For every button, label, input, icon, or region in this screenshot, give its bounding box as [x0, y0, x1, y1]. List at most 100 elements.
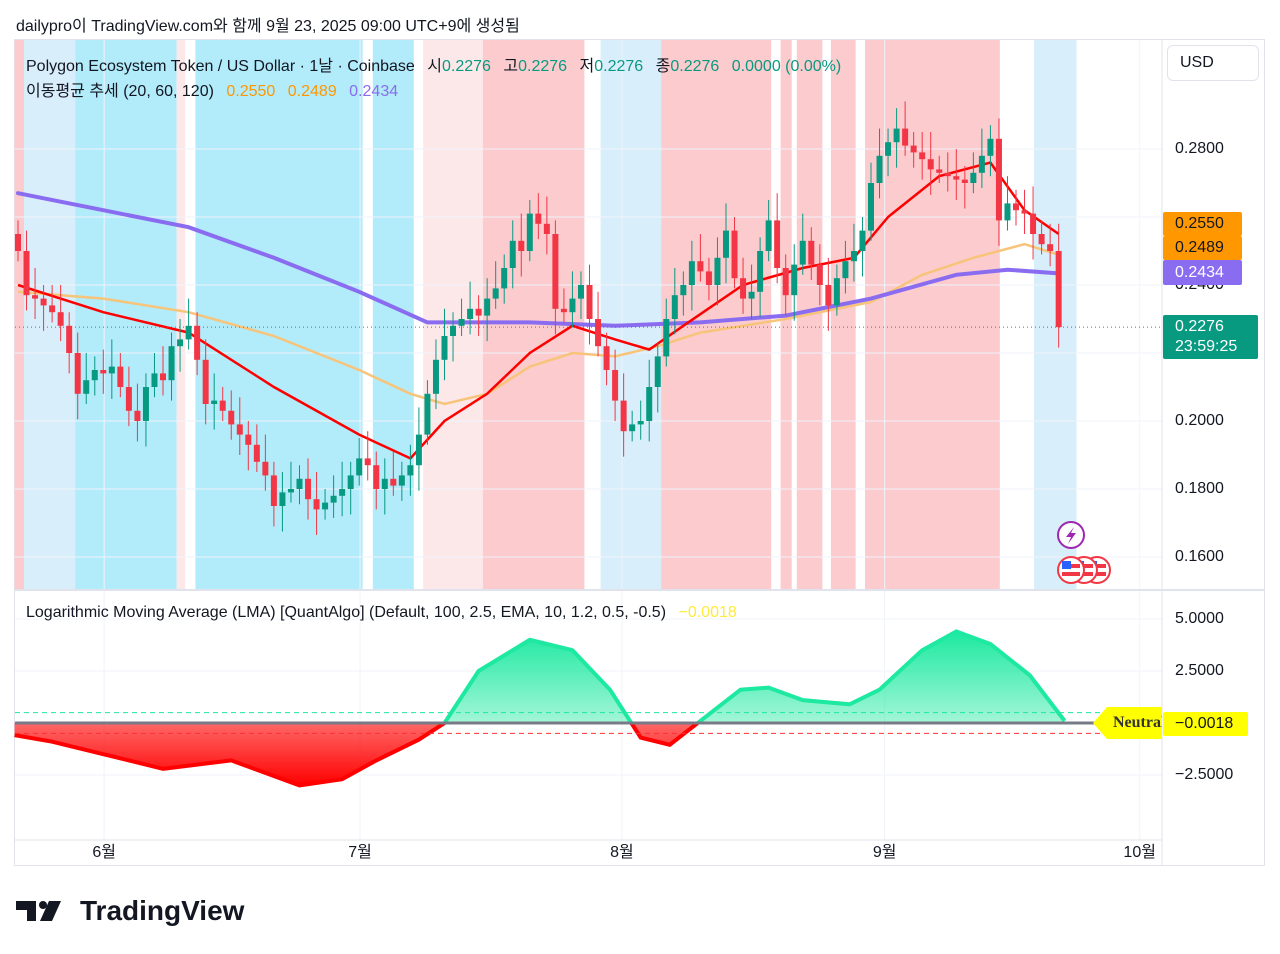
candle: [722, 230, 729, 258]
candle: [791, 264, 798, 296]
ma20-line: [17, 161, 1060, 460]
candle: [151, 373, 158, 387]
candle: [492, 288, 499, 299]
candle: [432, 359, 439, 394]
low-value: 0.2276: [594, 58, 644, 75]
candle: [49, 305, 56, 313]
time-axis-label: 8월: [610, 844, 634, 861]
trend-band: [600, 40, 662, 590]
chart-caption: dailypro이 TradingView.com와 함께 9월 23, 202…: [16, 18, 520, 35]
open-value: 0.2276: [442, 58, 491, 75]
candle: [381, 478, 388, 489]
candle: [748, 291, 755, 299]
symbol-title[interactable]: Polygon Ecosystem Token / US Dollar · 1날…: [26, 58, 415, 75]
candle: [714, 257, 721, 285]
candle: [509, 240, 516, 268]
price-axis-label: 0.2800: [1175, 140, 1224, 157]
candle: [57, 312, 64, 326]
candle: [569, 298, 576, 313]
candle: [15, 234, 21, 251]
candle: [339, 489, 346, 496]
candle: [1038, 234, 1045, 245]
candle: [595, 319, 602, 347]
candle: [270, 475, 277, 506]
symbol-legend: Polygon Ecosystem Token / US Dollar · 1날…: [26, 52, 841, 76]
candle: [501, 268, 508, 289]
candle: [970, 172, 977, 183]
candle: [74, 353, 81, 394]
tradingview-logo[interactable]: TradingView: [16, 895, 244, 927]
candle: [552, 234, 559, 309]
candle: [322, 502, 329, 510]
ma120-price-tag: 0.2434: [1163, 260, 1242, 285]
candle: [66, 325, 73, 353]
trend-band: [865, 40, 1000, 590]
candle: [83, 380, 90, 394]
candle: [91, 370, 98, 381]
candle: [475, 308, 482, 316]
candle: [245, 434, 252, 445]
trend-band: [830, 40, 856, 590]
close-value: 0.2276: [670, 58, 720, 75]
indicator-axis-label: −2.5000: [1175, 766, 1234, 783]
candle: [330, 495, 337, 503]
candle: [32, 295, 39, 299]
candle: [620, 400, 627, 432]
candle: [731, 230, 738, 279]
candle: [236, 424, 243, 435]
us-flag-canton: [1062, 561, 1071, 569]
lma-line-positive: [440, 629, 1067, 723]
candle: [680, 285, 687, 296]
trend-band: [661, 40, 772, 590]
candle: [1013, 203, 1020, 211]
high-label: 고: [503, 58, 519, 75]
candle: [697, 261, 704, 272]
candle: [910, 145, 917, 153]
candle: [1004, 203, 1011, 221]
candle: [629, 424, 636, 432]
trend-band: [195, 40, 363, 590]
ma20-value: 0.2550: [226, 83, 276, 100]
candle: [868, 183, 874, 231]
candle: [705, 271, 712, 285]
lma-line-negative: [14, 723, 701, 788]
candle: [347, 475, 354, 489]
chart-frame: [14, 39, 1265, 866]
bar-countdown: 23:59:25: [1175, 338, 1238, 355]
ma-title[interactable]: 이동평균 추세 (20, 60, 120): [26, 83, 214, 100]
candle: [663, 319, 670, 357]
low-label: 저: [579, 58, 595, 75]
candle: [953, 176, 960, 180]
candle: [160, 373, 167, 381]
trend-band: [75, 40, 177, 590]
candle: [415, 434, 422, 466]
candle: [859, 230, 866, 251]
ma60-price-tag: 0.2489: [1163, 236, 1242, 260]
currency-button[interactable]: USD: [1167, 45, 1259, 81]
candle: [287, 489, 294, 493]
tradingview-logo-icon: [16, 901, 61, 921]
candle: [833, 278, 840, 306]
indicator-value: −0.0018: [678, 604, 737, 621]
candle: [202, 359, 209, 404]
ma20-price-tag: 0.2550: [1163, 212, 1242, 236]
candle: [799, 240, 806, 265]
neutral-label: Neutral: [1093, 707, 1162, 739]
candle: [373, 465, 380, 489]
candle: [219, 400, 226, 411]
candle: [1021, 210, 1028, 214]
neutral-label-text: Neutral: [1113, 714, 1162, 731]
candle: [902, 128, 909, 146]
ma60-line: [17, 242, 1060, 406]
indicator-title[interactable]: Logarithmic Moving Average (LMA) [QuantA…: [26, 604, 667, 621]
candle: [458, 319, 465, 326]
candle: [467, 308, 474, 319]
candle: [543, 223, 550, 234]
price-axis-label: 0.1800: [1175, 480, 1224, 497]
trend-band: [14, 40, 24, 590]
candle: [936, 169, 943, 173]
candle: [978, 155, 985, 173]
candle: [134, 410, 141, 421]
candle: [228, 410, 235, 425]
